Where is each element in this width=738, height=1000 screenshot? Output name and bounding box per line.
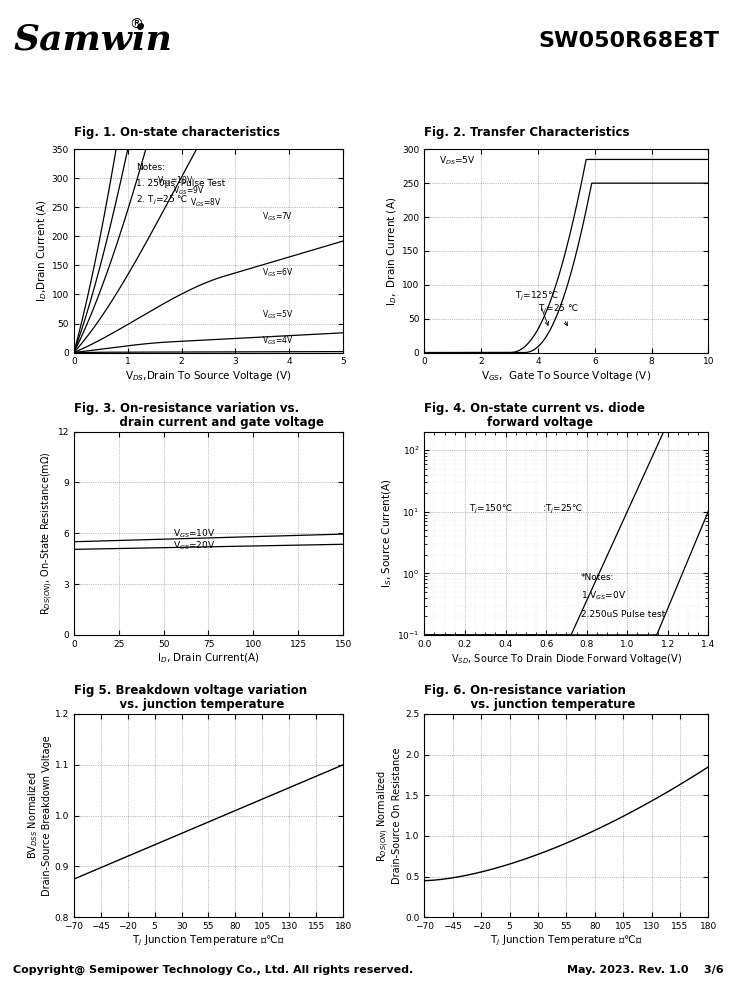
Text: V$_{GS}$=6V: V$_{GS}$=6V <box>263 266 294 279</box>
Y-axis label: R$_{DS(ON)}$, On-State Resistance(mΩ): R$_{DS(ON)}$, On-State Resistance(mΩ) <box>39 451 55 615</box>
Text: Fig. 6. On-resistance variation: Fig. 6. On-resistance variation <box>424 684 627 697</box>
Text: V$_{GS}$=5V: V$_{GS}$=5V <box>263 309 294 321</box>
Text: May. 2023. Rev. 1.0    3/6: May. 2023. Rev. 1.0 3/6 <box>567 965 723 975</box>
Text: Copyright@ Semipower Technology Co., Ltd. All rights reserved.: Copyright@ Semipower Technology Co., Ltd… <box>13 965 413 975</box>
Text: V$_{GS}$=20V: V$_{GS}$=20V <box>173 540 215 552</box>
Text: T$_j$=125℃: T$_j$=125℃ <box>515 290 559 325</box>
Text: Fig. 3. On-resistance variation vs.: Fig. 3. On-resistance variation vs. <box>74 402 299 415</box>
Text: *Notes:: *Notes: <box>581 573 614 582</box>
Text: Samwin: Samwin <box>13 22 172 56</box>
Text: V$_{GS}$=9V: V$_{GS}$=9V <box>173 185 205 197</box>
Text: Fig. 4. On-state current vs. diode: Fig. 4. On-state current vs. diode <box>424 402 645 415</box>
Text: drain current and gate voltage: drain current and gate voltage <box>103 416 324 429</box>
Text: SW050R68E8T: SW050R68E8T <box>539 31 720 51</box>
Text: vs. junction temperature: vs. junction temperature <box>103 698 285 711</box>
X-axis label: V$_{DS}$,Drain To Source Voltage (V): V$_{DS}$,Drain To Source Voltage (V) <box>125 369 292 383</box>
Text: 2. T$_j$=25 ℃: 2. T$_j$=25 ℃ <box>136 194 188 207</box>
Text: V$_{GS}$=10V: V$_{GS}$=10V <box>157 175 193 187</box>
X-axis label: T$_j$ Junction Temperature （℃）: T$_j$ Junction Temperature （℃） <box>490 934 643 948</box>
Text: V$_{GS}$=7V: V$_{GS}$=7V <box>263 211 292 223</box>
X-axis label: T$_j$ Junction Temperature （℃）: T$_j$ Junction Temperature （℃） <box>132 934 285 948</box>
Text: 2.250uS Pulse test: 2.250uS Pulse test <box>581 610 665 619</box>
Y-axis label: I$_S$, Source Current(A): I$_S$, Source Current(A) <box>381 479 394 588</box>
Text: T$_j$=150℃: T$_j$=150℃ <box>469 503 513 516</box>
Text: Fig. 2. Transfer Characteristics: Fig. 2. Transfer Characteristics <box>424 126 630 139</box>
Text: 1. 250μs  Pulse Test: 1. 250μs Pulse Test <box>136 179 225 188</box>
X-axis label: I$_D$, Drain Current(A): I$_D$, Drain Current(A) <box>157 652 260 665</box>
Text: vs. junction temperature: vs. junction temperature <box>454 698 635 711</box>
Y-axis label: I$_D$,  Drain Current (A): I$_D$, Drain Current (A) <box>386 196 399 306</box>
X-axis label: V$_{SD}$, Source To Drain Diode Forward Voltage(V): V$_{SD}$, Source To Drain Diode Forward … <box>451 652 682 666</box>
Text: V$_{GS}$=8V: V$_{GS}$=8V <box>190 196 221 209</box>
X-axis label: V$_{GS}$,  Gate To Source Voltage (V): V$_{GS}$, Gate To Source Voltage (V) <box>481 369 652 383</box>
Text: T$_j$=25 ℃: T$_j$=25 ℃ <box>538 303 579 326</box>
Text: V$_{GS}$=4V: V$_{GS}$=4V <box>263 335 294 347</box>
Y-axis label: R$_{DS(ON)}$ Normalized
Drain-Source On Resistance: R$_{DS(ON)}$ Normalized Drain-Source On … <box>376 747 402 884</box>
Text: forward voltage: forward voltage <box>454 416 593 429</box>
Text: :T$_j$=25℃: :T$_j$=25℃ <box>542 503 583 516</box>
Y-axis label: I$_D$,Drain Current (A): I$_D$,Drain Current (A) <box>35 200 49 302</box>
Text: Notes:: Notes: <box>136 163 165 172</box>
Text: ®: ® <box>129 18 143 32</box>
Y-axis label: BV$_{DSS}$ Normalized
Drain-Source Breakdown Voltage: BV$_{DSS}$ Normalized Drain-Source Break… <box>27 735 52 896</box>
Text: 1.V$_{GS}$=0V: 1.V$_{GS}$=0V <box>581 589 626 602</box>
Text: V$_{GS}$=10V: V$_{GS}$=10V <box>173 528 215 540</box>
Text: Fig 5. Breakdown voltage variation: Fig 5. Breakdown voltage variation <box>74 684 307 697</box>
Text: V$_{DS}$=5V: V$_{DS}$=5V <box>438 155 475 167</box>
Text: Fig. 1. On-state characteristics: Fig. 1. On-state characteristics <box>74 126 280 139</box>
